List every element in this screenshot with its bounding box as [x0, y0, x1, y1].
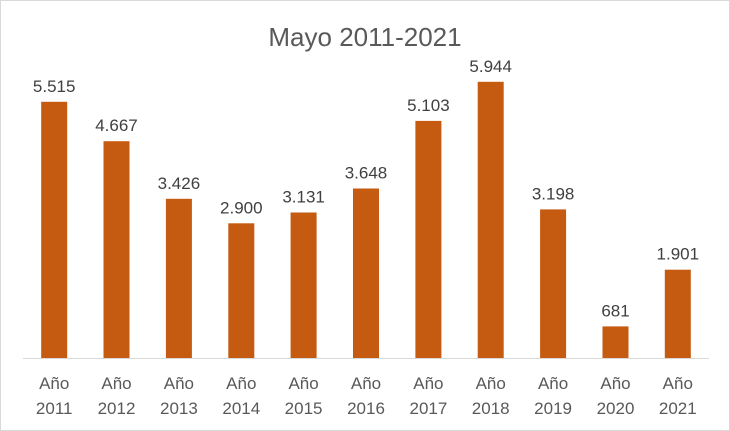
data-label-2016: 3.648	[345, 164, 388, 183]
data-label-2011: 5.515	[33, 77, 76, 96]
x-tick-label-year: 2011	[36, 399, 73, 418]
x-tick-label-year: 2020	[597, 399, 635, 418]
x-tick-label-prefix: Año	[288, 374, 318, 393]
x-tick-label-2011: Año 2011	[36, 374, 73, 418]
x-tick-label-2012: Año 2012	[98, 374, 136, 418]
data-label-2021: 1.901	[657, 245, 700, 264]
data-label-2020: 681	[601, 301, 629, 320]
bar-2018	[477, 81, 504, 359]
x-tick-label-prefix: Año	[101, 374, 131, 393]
data-label-2015: 3.131	[282, 188, 325, 207]
x-tick-label-2013: Año 2013	[160, 374, 198, 418]
data-label-2014: 2.900	[220, 198, 263, 217]
bar-2011	[41, 101, 68, 359]
x-tick-label-year: 2018	[472, 399, 510, 418]
x-tick-label-prefix: Año	[538, 374, 568, 393]
bar-2015	[290, 212, 317, 358]
x-tick-label-year: 2019	[534, 399, 572, 418]
x-tick-label-prefix: Año	[600, 374, 630, 393]
x-tick-label-year: 2012	[98, 399, 136, 418]
x-tick-label-prefix: Año	[476, 374, 506, 393]
x-tick-label-year: 2014	[222, 399, 260, 418]
data-label-2018: 5.944	[469, 57, 512, 76]
bar-2012	[103, 141, 130, 358]
x-tick-label-2019: Año 2019	[534, 374, 572, 418]
x-tick-label-2018: Año 2018	[472, 374, 510, 418]
bar-2021	[664, 269, 691, 358]
x-tick-label-year: 2013	[160, 399, 198, 418]
x-tick-label-2020: Año 2020	[597, 374, 635, 418]
bar-2014	[228, 223, 255, 358]
x-tick-label-year: 2016	[347, 399, 385, 418]
bar-2020	[602, 326, 629, 358]
x-tick-label-prefix: Año	[164, 374, 194, 393]
bar-2016	[353, 188, 379, 358]
bar-2013	[165, 198, 192, 358]
chart-title: Mayo 2011-2021	[268, 22, 462, 52]
x-tick-label-prefix: Año	[39, 374, 69, 393]
bar-2019	[540, 209, 567, 358]
x-tick-label-year: 2021	[659, 399, 697, 418]
x-tick-label-prefix: Año	[663, 374, 693, 393]
x-tick-label-2015: Año 2015	[285, 374, 323, 418]
x-tick-label-2016: Año 2016	[347, 374, 385, 418]
x-tick-label-year: 2015	[285, 399, 323, 418]
x-tick-label-2017: Año 2017	[409, 374, 447, 418]
data-label-2017: 5.103	[407, 96, 450, 115]
x-tick-label-year: 2017	[409, 399, 447, 418]
x-tick-label-prefix: Año	[351, 374, 381, 393]
x-tick-label-2014: Año 2014	[222, 374, 260, 418]
data-label-2013: 3.426	[158, 174, 201, 193]
data-label-2019: 3.198	[532, 184, 575, 203]
x-tick-label-2021: Año 2021	[659, 374, 697, 418]
x-tick-label-prefix: Año	[413, 374, 443, 393]
bar-2017	[415, 120, 442, 359]
data-label-2012: 4.667	[95, 116, 138, 135]
x-tick-label-prefix: Año	[226, 374, 256, 393]
